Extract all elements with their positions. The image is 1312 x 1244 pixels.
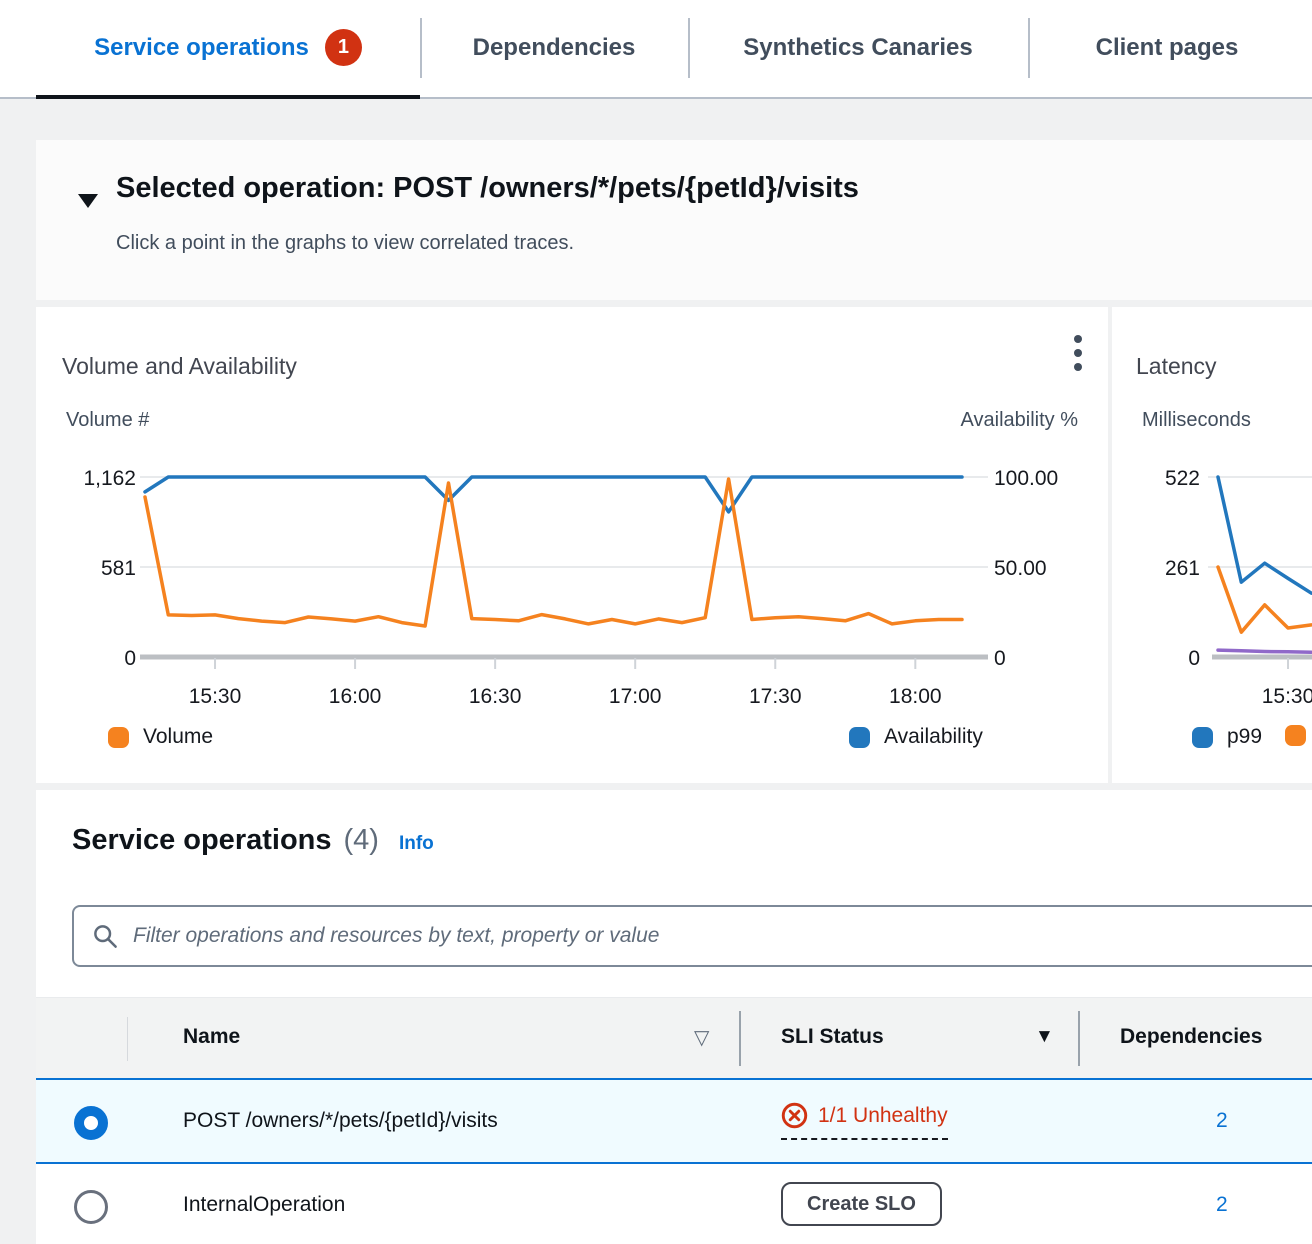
latency-card: Latency Milliseconds 15:30 522 261 0 p99: [1112, 307, 1312, 783]
svg-text:17:30: 17:30: [749, 685, 802, 708]
service-operations-panel: Service operations (4) Info Name ▽ SLI S…: [36, 790, 1312, 1244]
collapse-arrow-icon[interactable]: [78, 194, 98, 208]
column-header-sli-status[interactable]: SLI Status: [781, 1025, 884, 1048]
column-separator[interactable]: [1078, 1011, 1080, 1066]
latency-chart[interactable]: 15:30 522 261 0: [1112, 437, 1312, 737]
chart-title: Volume and Availability: [62, 353, 297, 379]
table-row[interactable]: InternalOperation Create SLO 2: [36, 1164, 1312, 1244]
svg-text:100.00: 100.00: [994, 467, 1058, 490]
svg-text:17:00: 17:00: [609, 685, 662, 708]
tab-label: Dependencies: [472, 33, 636, 61]
legend-label: Volume: [143, 725, 214, 748]
info-link[interactable]: Info: [398, 833, 434, 854]
panel-count: (4): [343, 824, 379, 856]
sort-descending-icon[interactable]: ▼: [1035, 1026, 1054, 1047]
legend-item-volume[interactable]: Volume: [108, 725, 213, 749]
svg-text:522: 522: [1165, 467, 1200, 490]
row-radio-selected[interactable]: [74, 1106, 108, 1140]
svg-text:1,162: 1,162: [83, 467, 136, 490]
row-radio-unselected[interactable]: [74, 1190, 108, 1224]
selected-operation-panel: Selected operation: POST /owners/*/pets/…: [36, 140, 1312, 300]
legend-item-availability[interactable]: Availability: [849, 725, 983, 749]
tab-divider: [420, 18, 422, 78]
volume-availability-card: Volume and Availability Volume # Availab…: [36, 307, 1108, 783]
second-series-swatch: [1285, 725, 1306, 746]
column-separator[interactable]: [739, 1011, 741, 1066]
dependencies-link[interactable]: 2: [1216, 1109, 1228, 1132]
svg-text:15:30: 15:30: [189, 685, 242, 708]
sli-status-unhealthy[interactable]: 1/1 Unhealthy: [781, 1102, 948, 1140]
svg-text:50.00: 50.00: [994, 557, 1047, 580]
tab-divider: [1028, 18, 1030, 78]
svg-text:0: 0: [124, 647, 136, 670]
selected-operation-title: Selected operation: POST /owners/*/pets/…: [116, 172, 859, 204]
left-axis-label: Volume #: [66, 409, 150, 431]
svg-text:0: 0: [1188, 647, 1200, 670]
tab-client-pages[interactable]: Client pages: [1028, 0, 1306, 95]
tab-synthetics-canaries[interactable]: Synthetics Canaries: [688, 0, 1028, 95]
svg-text:261: 261: [1165, 557, 1200, 580]
sli-status-text: 1/1 Unhealthy: [818, 1103, 948, 1127]
availability-swatch: [849, 726, 870, 748]
table-header: Name ▽ SLI Status ▼ Dependencies: [36, 997, 1312, 1078]
operation-name[interactable]: InternalOperation: [183, 1193, 346, 1216]
alert-count-badge: 1: [324, 29, 362, 66]
volume-availability-chart[interactable]: 15:30 16:00 16:30 17:00 17:30 18:00 1,162 581 0 1…: [36, 437, 1108, 737]
right-axis-label: Availability %: [960, 409, 1078, 431]
tab-dependencies[interactable]: Dependencies: [420, 0, 688, 95]
tab-label: Service operations: [94, 33, 309, 61]
panel-title: Service operations: [72, 824, 332, 856]
error-circle-x-icon: [781, 1102, 808, 1129]
column-filter-icon[interactable]: ▽: [694, 1027, 710, 1049]
p99-swatch: [1192, 726, 1213, 748]
legend-item-p99[interactable]: p99: [1192, 725, 1262, 749]
table-row[interactable]: POST /owners/*/pets/{petId}/visits 1/1 U…: [36, 1078, 1312, 1164]
column-header-name[interactable]: Name: [183, 1025, 241, 1048]
volume-swatch: [108, 726, 129, 748]
selected-operation-subtitle: Click a point in the graphs to view corr…: [116, 232, 574, 254]
tab-label: Synthetics Canaries: [743, 33, 973, 61]
search-icon: [94, 924, 117, 948]
svg-text:16:00: 16:00: [329, 685, 382, 708]
operation-name[interactable]: POST /owners/*/pets/{petId}/visits: [183, 1109, 498, 1132]
dependencies-link[interactable]: 2: [1216, 1193, 1228, 1216]
tab-label: Client pages: [1095, 33, 1239, 61]
svg-text:581: 581: [101, 557, 136, 580]
legend-item-clipped[interactable]: [1285, 725, 1306, 746]
column-separator: [127, 1017, 128, 1061]
tab-service-operations[interactable]: Service operations 1: [36, 0, 420, 95]
chart-title: Latency: [1136, 353, 1217, 379]
svg-text:15:30: 15:30: [1262, 685, 1312, 708]
legend-label: p99: [1227, 725, 1263, 748]
create-slo-button[interactable]: Create SLO: [781, 1182, 942, 1226]
tabbar-bottom-border: [0, 97, 1312, 99]
svg-text:16:30: 16:30: [469, 685, 522, 708]
kebab-menu-icon[interactable]: [1070, 331, 1086, 375]
svg-text:0: 0: [994, 647, 1006, 670]
tab-divider: [688, 18, 690, 78]
svg-text:18:00: 18:00: [889, 685, 942, 708]
filter-box: [72, 905, 1312, 967]
panel-heading: Service operations (4) Info: [72, 824, 434, 857]
active-tab-underline: [36, 95, 420, 99]
tab-bar: Service operations 1 Dependencies Synthe…: [0, 0, 1312, 99]
column-header-dependencies[interactable]: Dependencies: [1120, 1025, 1263, 1048]
filter-input[interactable]: [133, 924, 1302, 948]
legend-label: Availability: [884, 725, 983, 748]
left-axis-label: Milliseconds: [1142, 409, 1251, 431]
